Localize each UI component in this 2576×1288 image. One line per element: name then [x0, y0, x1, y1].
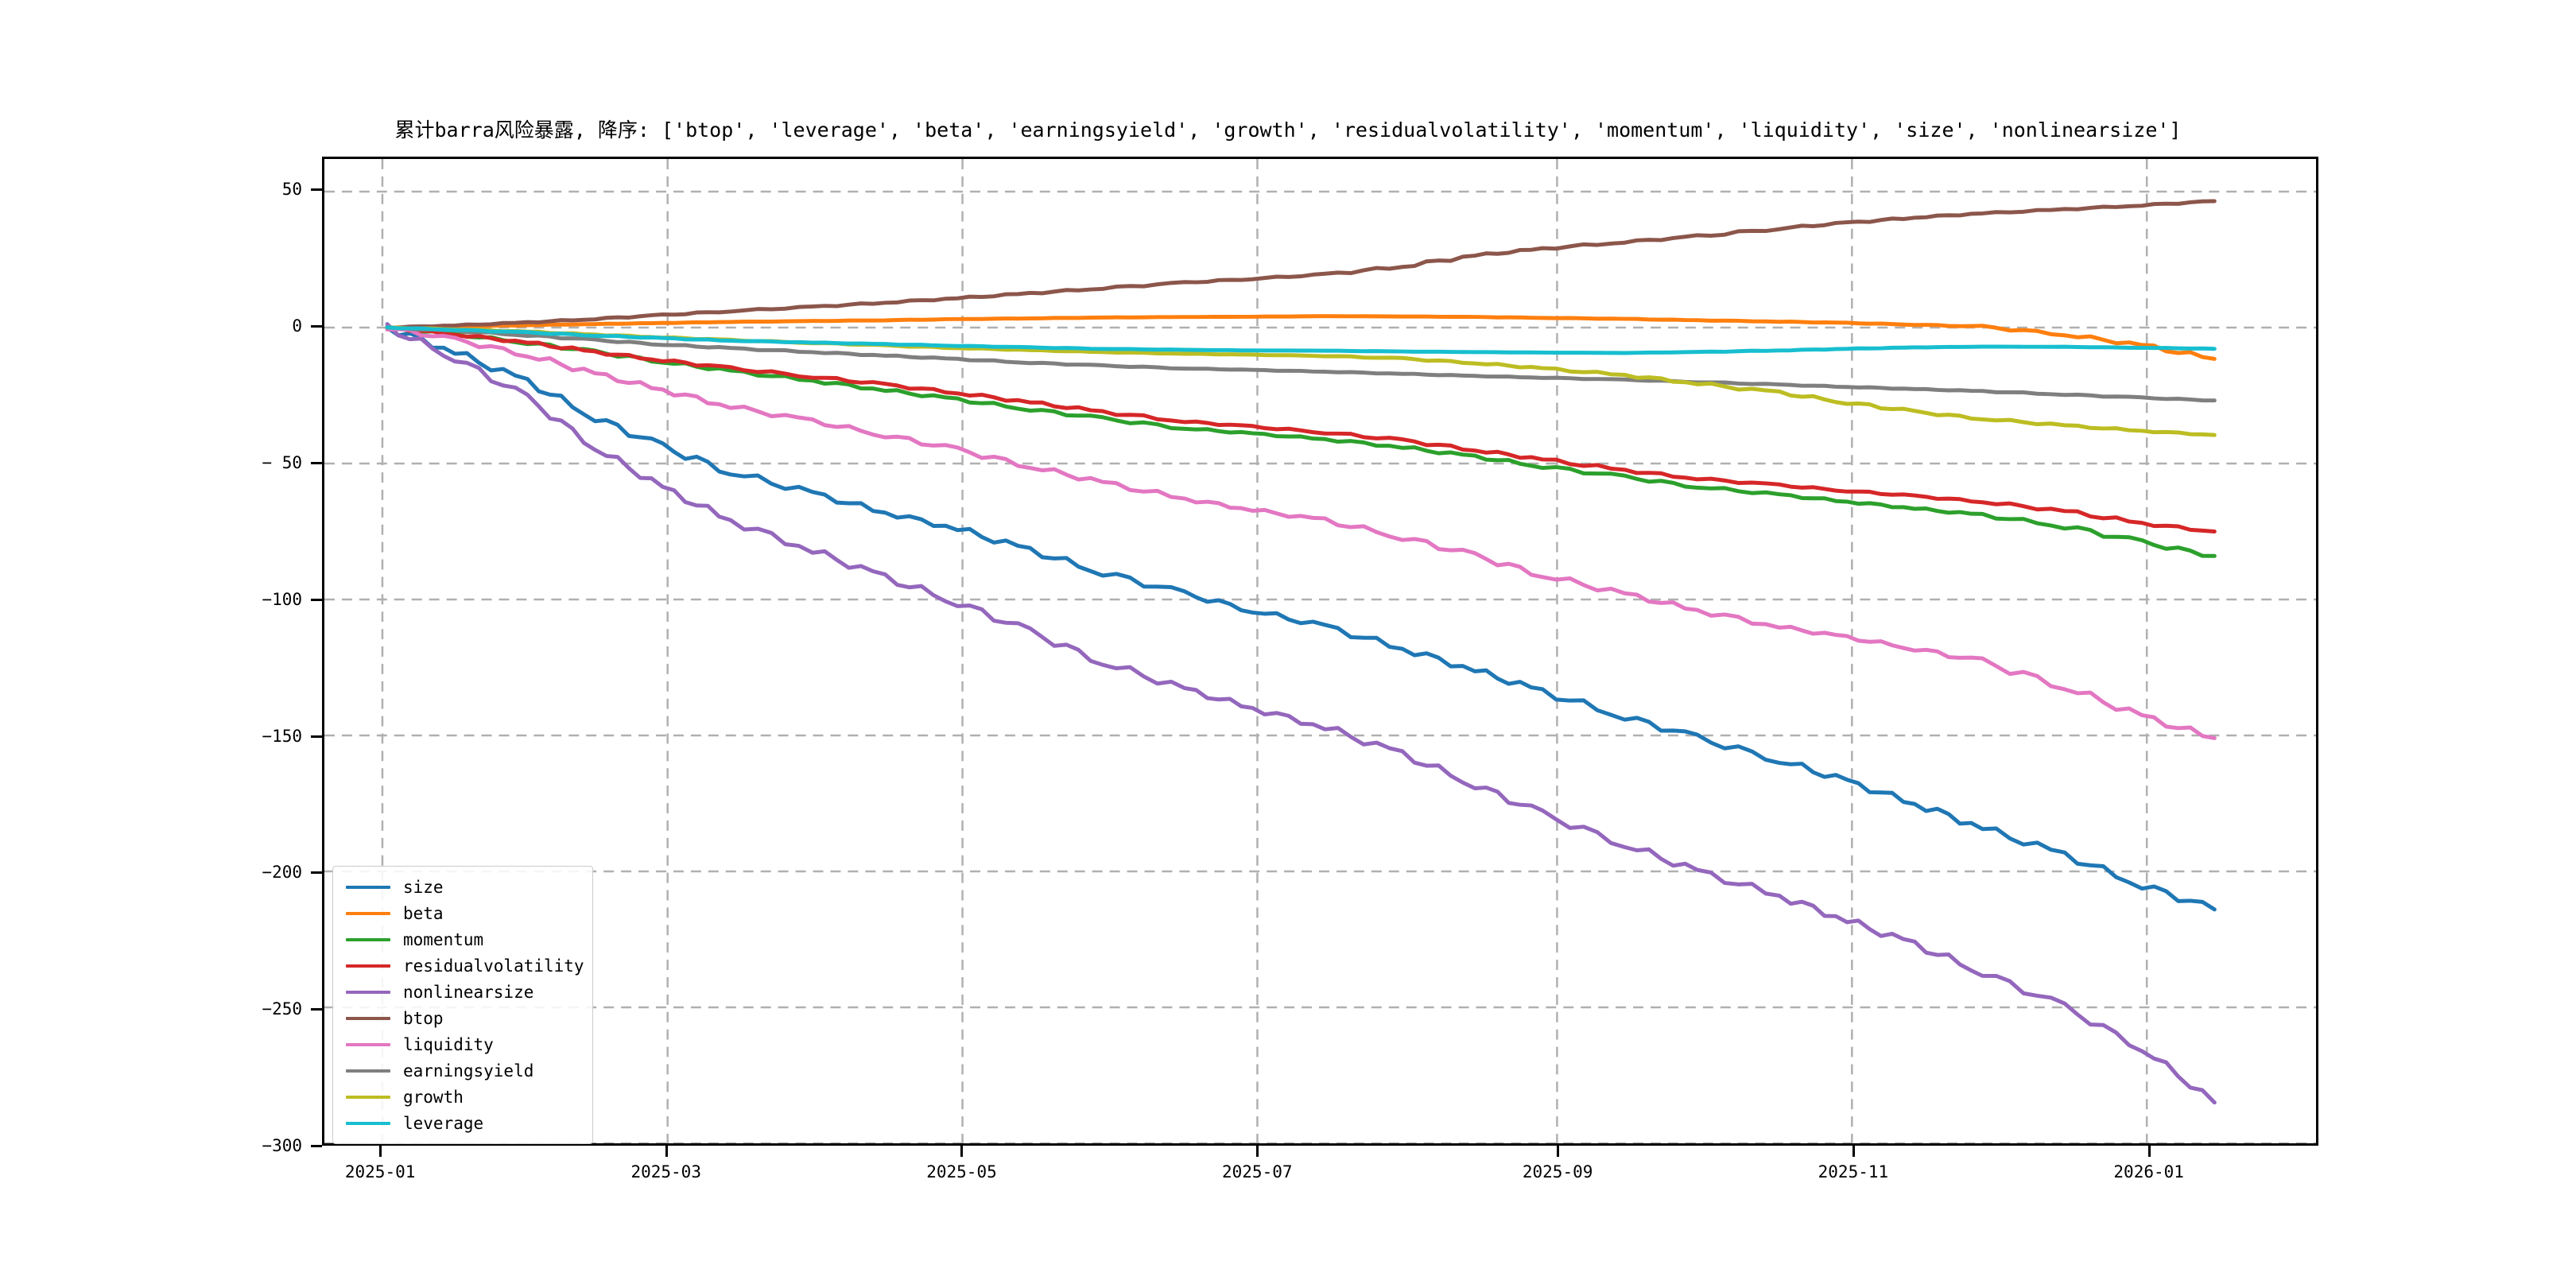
y-tick-label: 0: [292, 316, 302, 336]
y-tick-label: −300: [262, 1136, 302, 1155]
y-tick-label: − 50: [262, 452, 302, 472]
legend-item-label: growth: [403, 1087, 464, 1107]
legend-swatch-icon: [346, 1016, 390, 1020]
x-tick-mark: [1256, 1146, 1259, 1157]
legend-swatch-icon: [346, 990, 390, 994]
legend-item-label: size: [403, 877, 444, 897]
legend-item-label: liquidity: [403, 1034, 494, 1054]
legend-swatch-icon: [346, 1095, 390, 1099]
y-axis-tick-labels: 50 0 − 50 −100 −150 −200 −250 −300: [191, 157, 302, 1155]
x-tick-label: 2025-11: [1818, 1162, 1889, 1181]
legend-swatch-icon: [346, 885, 390, 889]
grid-lines: [324, 159, 2316, 1143]
legend-item-residualvolatility[interactable]: residualvolatility: [333, 952, 592, 979]
series-lines: [385, 199, 2217, 1105]
y-tick-mark: [311, 1008, 322, 1011]
y-tick-mark: [311, 735, 322, 738]
legend-swatch-icon: [346, 911, 390, 915]
y-tick-label: −200: [262, 863, 302, 883]
x-tick-label: 2025-05: [926, 1162, 997, 1181]
legend-item-earningsyield[interactable]: earningsyield: [333, 1057, 592, 1084]
y-tick-label: 50: [281, 180, 302, 200]
legend-item-label: residualvolatility: [403, 956, 584, 976]
legend-swatch-icon: [346, 937, 390, 941]
series-line-residualvolatility: [385, 324, 2217, 534]
x-tick-label: 2026-01: [2113, 1162, 2184, 1181]
series-line-nonlinearsize: [385, 322, 2217, 1105]
y-tick-label: −150: [262, 726, 302, 746]
legend-swatch-icon: [346, 1121, 390, 1125]
legend-item-momentum[interactable]: momentum: [333, 926, 592, 952]
y-tick-mark: [311, 871, 322, 875]
series-line-liquidity: [385, 327, 2217, 740]
y-tick-label: −100: [262, 589, 302, 609]
y-tick-mark: [311, 461, 322, 464]
legend-item-beta[interactable]: beta: [333, 900, 592, 926]
x-tick-label: 2025-09: [1522, 1162, 1593, 1181]
chart-legend: size beta momentum residualvolatility nonlin…: [332, 866, 593, 1144]
series-line-btop: [385, 199, 2217, 330]
legend-item-leverage[interactable]: leverage: [333, 1110, 592, 1136]
legend-swatch-icon: [346, 1042, 390, 1046]
series-line-size: [385, 325, 2217, 912]
legend-item-label: btop: [403, 1008, 444, 1028]
y-tick-label: −250: [262, 999, 302, 1019]
legend-item-label: nonlinearsize: [403, 982, 534, 1002]
series-line-beta: [385, 314, 2217, 361]
x-tick-mark: [1557, 1146, 1560, 1157]
series-line-earningsyield: [385, 325, 2217, 403]
series-line-leverage: [385, 325, 2217, 355]
x-tick-label: 2025-03: [630, 1162, 701, 1181]
legend-item-btop[interactable]: btop: [333, 1005, 592, 1031]
legend-item-label: beta: [403, 903, 444, 923]
legend-item-nonlinearsize[interactable]: nonlinearsize: [333, 979, 592, 1005]
y-tick-mark: [311, 188, 322, 192]
series-line-momentum: [385, 325, 2217, 558]
legend-item-label: earningsyield: [403, 1061, 534, 1080]
legend-item-growth[interactable]: growth: [333, 1084, 592, 1110]
legend-item-liquidity[interactable]: liquidity: [333, 1031, 592, 1057]
chart-title: 累计barra风险暴露, 降序: ['btop', 'leverage', 'b…: [394, 118, 2182, 142]
x-tick-label: 2025-07: [1222, 1162, 1293, 1181]
x-tick-mark: [2147, 1146, 2151, 1157]
y-tick-mark: [311, 598, 322, 601]
legend-item-size[interactable]: size: [333, 874, 592, 900]
y-tick-mark: [311, 1145, 322, 1147]
x-tick-mark: [960, 1146, 964, 1157]
legend-swatch-icon: [346, 1069, 390, 1073]
legend-item-label: leverage: [403, 1113, 484, 1133]
legend-item-label: momentum: [403, 929, 484, 949]
x-tick-mark: [665, 1146, 668, 1157]
x-tick-mark: [379, 1146, 382, 1157]
y-tick-mark: [311, 325, 322, 328]
legend-swatch-icon: [346, 964, 390, 968]
x-tick-mark: [1852, 1146, 1855, 1157]
plot-area: [322, 157, 2318, 1146]
x-tick-label: 2025-01: [344, 1162, 416, 1181]
